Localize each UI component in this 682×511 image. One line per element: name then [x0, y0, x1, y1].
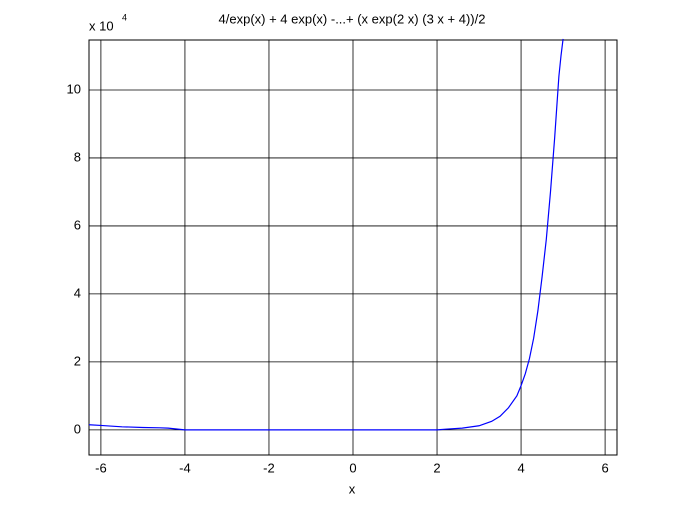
data-line	[88, 38, 564, 431]
y-tick-label: 10	[67, 81, 81, 96]
x-tick-label: 4	[517, 460, 524, 475]
x-axis-label: x	[349, 481, 356, 496]
x-tick-label: 2	[433, 460, 440, 475]
axes-box	[88, 39, 618, 456]
y-tick-label: 2	[74, 353, 81, 368]
y-tick-label: 4	[74, 285, 81, 300]
y-tick-label: 6	[74, 217, 81, 232]
y-multiplier-exponent: 4	[122, 12, 127, 22]
x-tick-label: 6	[601, 460, 608, 475]
x-tick-label: -6	[95, 460, 107, 475]
y-multiplier: x 10	[89, 18, 114, 33]
x-tick-label: -2	[263, 460, 275, 475]
y-tick-label: 0	[74, 421, 81, 436]
x-tick-label: 0	[349, 460, 356, 475]
chart-title: 4/exp(x) + 4 exp(x) -...+ (x exp(2 x) (3…	[219, 11, 486, 26]
x-tick-label: -4	[179, 460, 191, 475]
y-tick-label: 8	[74, 149, 81, 164]
